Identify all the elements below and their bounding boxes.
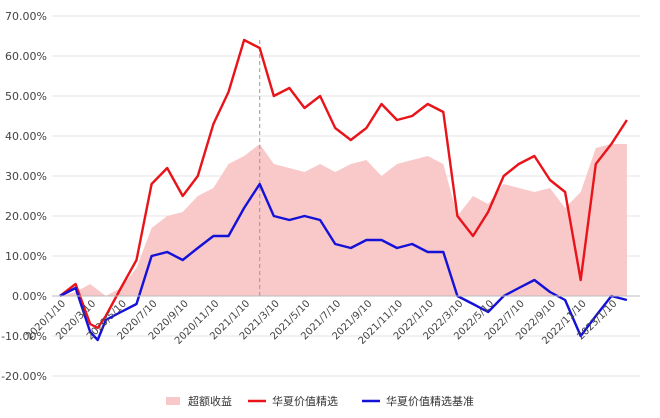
series-lines [59,38,628,342]
y-tick-label: 40.00% [5,130,47,143]
y-axis: 70.00% 60.00% 50.00% 40.00% 30.00% 20.00% 10.0… [1,10,47,383]
legend: 超额收益 华夏价值精选 华夏价值精选基准 [166,394,474,408]
y-tick-label: 30.00% [5,170,47,183]
legend-label: 华夏价值精选 [272,394,338,408]
series-excess-return-area [60,144,627,296]
series-line-1 [59,38,628,330]
y-tick-label: -20.00% [1,370,47,383]
series-area-path [60,144,627,296]
y-tick-label: 10.00% [5,250,47,263]
y-tick-label: 60.00% [5,50,47,63]
legend-swatch [166,397,180,405]
legend-label: 华夏价值精选基准 [386,394,474,408]
series-line-2 [59,182,628,342]
legend-label: 超额收益 [188,394,232,408]
x-tick-labels: 2020/1/102020/3/102020/5/102020/7/102020… [24,298,619,347]
y-tick-label: -10.00% [1,330,47,343]
y-tick-label: 50.00% [5,90,47,103]
y-tick-label: 70.00% [5,10,47,23]
y-tick-label: 20.00% [5,210,47,223]
y-tick-label: 0.00% [12,290,47,303]
